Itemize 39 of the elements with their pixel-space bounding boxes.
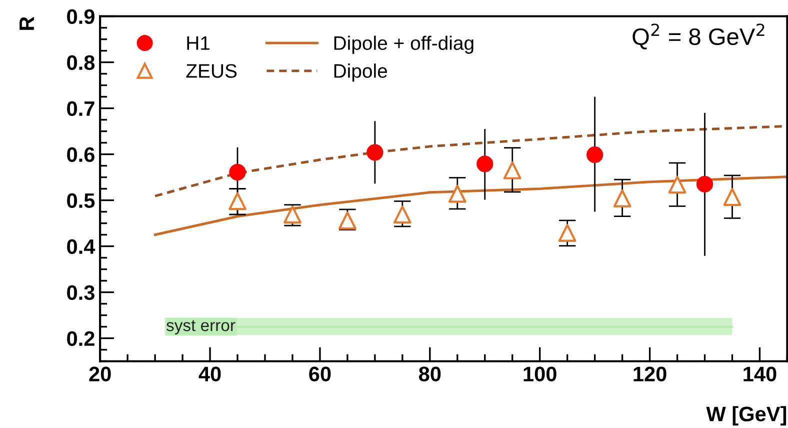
legend-label: H1	[187, 36, 210, 50]
y-tick-label: 0.8	[67, 55, 95, 70]
y-tick-label: 0.2	[67, 331, 94, 346]
y-tick-label: 0.7	[67, 101, 94, 116]
legend-label: ZEUS	[186, 64, 237, 78]
point	[393, 206, 412, 224]
point	[503, 161, 522, 180]
x-tick-label: 80	[418, 366, 441, 382]
x-tick-label: 20	[89, 366, 111, 382]
point	[228, 192, 246, 210]
point	[229, 164, 246, 181]
x-axis-title: W [GeV]	[706, 406, 786, 426]
point	[448, 184, 466, 203]
annotation: Q$^{2}$ = 8 GeV$^{2}$	[632, 24, 764, 50]
y-tick-label: 0.4	[67, 239, 96, 254]
line-series	[154, 176, 788, 236]
point	[723, 188, 742, 206]
series-label: syst error	[166, 320, 236, 335]
point	[696, 176, 714, 192]
point	[668, 176, 686, 194]
point	[558, 224, 576, 242]
y-tick-label: 0.9	[67, 9, 94, 24]
y-tick-label: 0.3	[67, 285, 94, 300]
point	[613, 189, 632, 208]
legend-label: Dipole + off-diag	[334, 36, 474, 54]
point	[366, 144, 384, 161]
point	[338, 212, 356, 230]
y-tick-label: 0.5	[67, 193, 95, 208]
x-tick-label: 100	[524, 366, 556, 382]
x-tick-label: 60	[309, 366, 331, 382]
point	[284, 206, 302, 224]
x-tick-label: 140	[744, 366, 776, 382]
x-tick-label: 120	[634, 366, 666, 382]
point	[586, 146, 604, 164]
legend-label: Dipole	[334, 64, 388, 82]
y-axis-title: R	[20, 16, 34, 30]
x-tick-label: 40	[198, 366, 221, 382]
point	[476, 156, 494, 172]
y-tick-label: 0.6	[67, 147, 94, 162]
